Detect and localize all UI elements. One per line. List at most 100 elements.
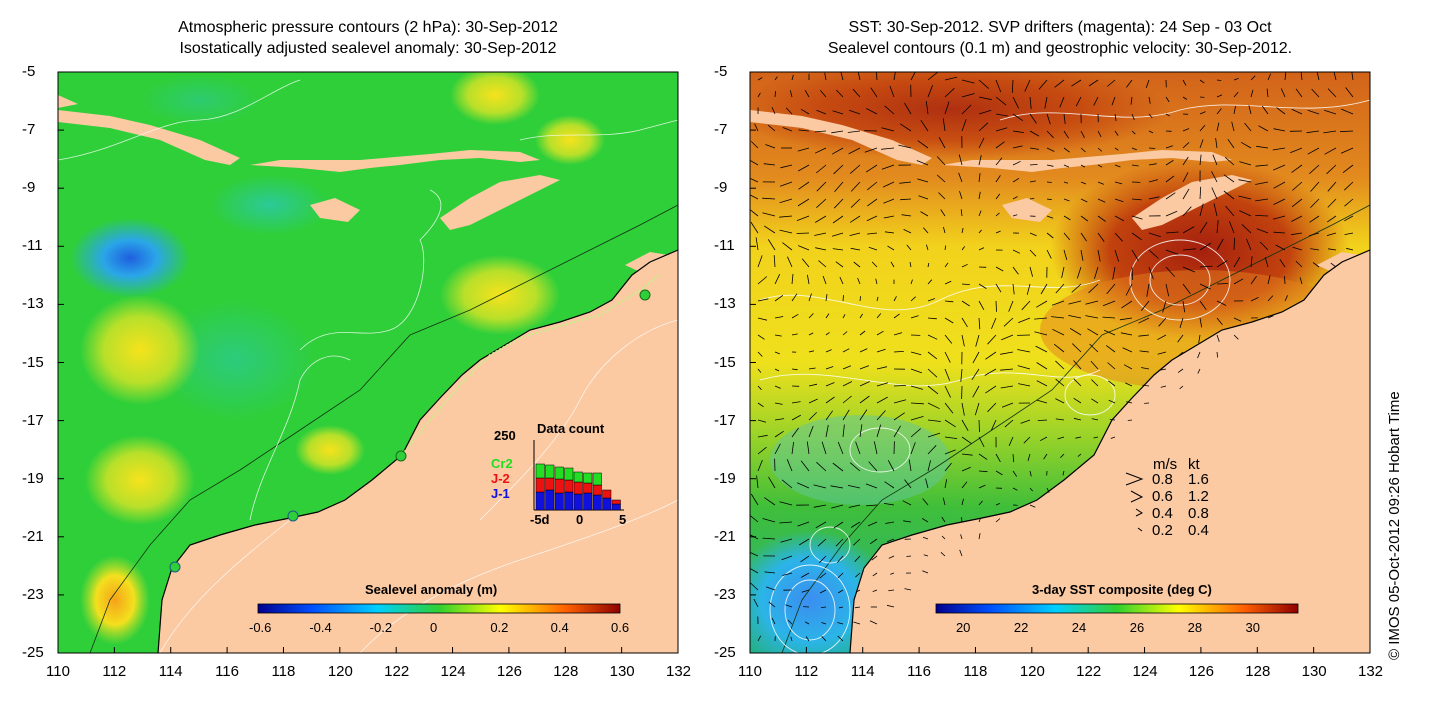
velocity-arrow xyxy=(910,368,923,374)
velocity-arrow xyxy=(850,181,861,192)
velocity-arrow xyxy=(1091,379,1099,387)
velocity-arrow xyxy=(985,351,997,360)
velocity-arrow xyxy=(927,279,933,285)
velocity-arrow xyxy=(837,622,844,625)
velocity-arrow xyxy=(1327,88,1337,98)
velocity-arrow xyxy=(830,485,844,489)
velocity-arrow xyxy=(854,606,861,609)
velocity-arrow xyxy=(774,385,781,389)
velocity-arrow xyxy=(927,445,937,455)
velocity-arrow xyxy=(1069,328,1082,336)
velocity-arrow xyxy=(920,119,929,132)
velocity-arrow xyxy=(944,300,954,303)
velocity-arrow xyxy=(1295,260,1303,268)
velocity-arrow xyxy=(1068,315,1082,319)
velocity-arrow xyxy=(1123,364,1133,370)
inset-legend-cr2: Cr2 xyxy=(491,456,513,471)
velocity-arrow xyxy=(816,198,827,208)
velocity-arrow xyxy=(1097,198,1106,203)
velocity-arrow xyxy=(1051,300,1065,306)
velocity-arrow xyxy=(1323,130,1337,134)
left-land-java xyxy=(58,110,240,165)
velocity-arrow xyxy=(876,72,878,81)
velocity-arrow xyxy=(815,164,827,174)
velocity-arrow xyxy=(904,479,912,489)
velocity-arrow xyxy=(1093,96,1099,106)
velocity-arrow xyxy=(944,280,952,285)
velocity-arrow xyxy=(855,572,861,578)
velocity-arrow xyxy=(791,401,801,404)
velocity-arrow xyxy=(923,554,929,557)
velocity-arrow xyxy=(995,518,1001,523)
velocity-arrow xyxy=(1343,181,1354,191)
velocity-arrow xyxy=(1046,215,1054,219)
velocity-arrow xyxy=(1011,79,1014,93)
velocity-arrow xyxy=(819,589,827,594)
velocity-arrow xyxy=(1131,249,1139,262)
velocity-arrow xyxy=(927,368,938,378)
velocity-arrow xyxy=(813,504,827,508)
velocity-arrow xyxy=(904,102,912,115)
velocity-arrow xyxy=(961,481,968,489)
speed-legend-row-ms: 0.2 xyxy=(1152,522,1173,539)
velocity-arrow xyxy=(1063,215,1071,221)
velocity-arrow xyxy=(995,230,1001,234)
velocity-arrow xyxy=(824,72,827,81)
velocity-arrow xyxy=(774,294,784,302)
velocity-arrow xyxy=(850,521,861,528)
velocity-arrow xyxy=(1060,453,1065,458)
imos-credit: © IMOS 05-Oct-2012 09:26 Hobart Time xyxy=(1386,391,1403,660)
velocity-arrow xyxy=(1054,79,1065,88)
velocity-arrow xyxy=(774,430,784,438)
velocity-arrow xyxy=(1311,88,1320,98)
velocity-arrow xyxy=(1340,147,1354,154)
velocity-arrow xyxy=(959,549,963,557)
velocity-arrow xyxy=(838,606,844,609)
velocity-arrow xyxy=(1091,398,1099,404)
left-title: Atmospheric pressure contours (2 hPa): 3… xyxy=(58,17,678,59)
axis-ticks xyxy=(57,71,1371,654)
inset-bar xyxy=(564,491,574,511)
velocity-arrow xyxy=(893,425,901,438)
inset-bar xyxy=(592,484,602,496)
velocity-arrow xyxy=(785,107,793,115)
velocity-arrow xyxy=(1342,164,1354,174)
velocity-arrow xyxy=(791,74,794,81)
speed-legend-header-kt: kt xyxy=(1188,456,1200,473)
right-title-line1: SST: 30-Sep-2012. SVP drifters (magenta)… xyxy=(848,19,1272,36)
velocity-arrow xyxy=(995,503,1001,506)
velocity-arrow xyxy=(884,481,895,489)
velocity-arrow xyxy=(978,155,982,166)
velocity-arrow xyxy=(834,181,844,193)
velocity-arrow xyxy=(1068,300,1082,305)
velocity-arrow xyxy=(884,231,895,234)
velocity-arrow xyxy=(801,589,810,593)
x-tick-label: 112 xyxy=(102,663,127,680)
velocity-arrow xyxy=(960,534,963,540)
velocity-arrow xyxy=(978,79,989,89)
velocity-arrow xyxy=(1312,262,1320,268)
velocity-arrow xyxy=(849,232,861,236)
velocity-arrow xyxy=(1216,317,1223,326)
velocity-arrow xyxy=(1145,79,1150,89)
velocity-arrow xyxy=(757,385,762,390)
velocity-arrow xyxy=(1040,283,1048,295)
velocity-arrow xyxy=(1012,113,1024,122)
velocity-arrow xyxy=(1159,368,1167,371)
velocity-arrow xyxy=(774,76,778,81)
velocity-arrow xyxy=(995,157,1003,166)
velocity-arrow xyxy=(859,330,866,336)
velocity-arrow xyxy=(756,475,759,489)
velocity-arrow xyxy=(831,232,844,237)
velocity-arrow xyxy=(927,460,931,472)
velocity-arrow xyxy=(774,351,780,355)
velocity-arrow xyxy=(984,368,997,376)
velocity-arrow xyxy=(975,334,980,347)
velocity-arrow xyxy=(1306,130,1320,134)
inset-bar xyxy=(545,477,555,491)
velocity-arrow xyxy=(757,459,763,472)
velocity-arrow xyxy=(1012,160,1021,166)
velocity-arrow xyxy=(1250,75,1256,81)
velocity-arrow xyxy=(768,601,776,608)
velocity-arrow xyxy=(1290,147,1303,154)
